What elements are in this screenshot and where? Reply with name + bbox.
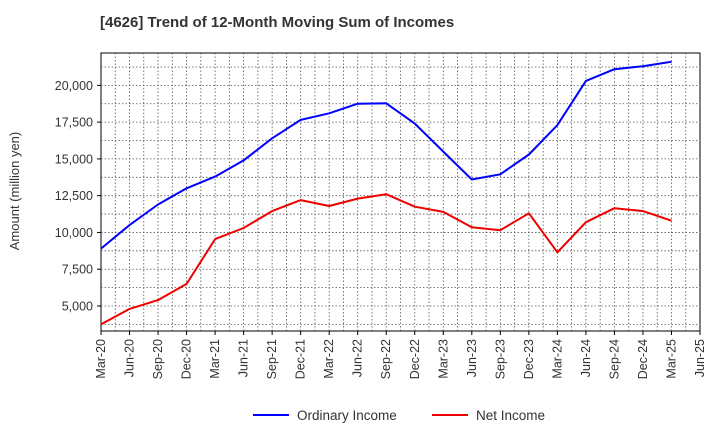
x-tick-label: Jun-22 — [351, 339, 365, 377]
grid — [101, 53, 700, 331]
legend: Ordinary Income Net Income — [253, 408, 545, 423]
x-tick-label: Sep-20 — [151, 339, 165, 379]
plot-area — [100, 52, 701, 332]
y-tick-label: 7,500 — [62, 263, 93, 277]
x-tick-label: Dec-20 — [180, 339, 194, 379]
y-axis-title: Amount (million yen) — [7, 132, 22, 251]
x-tick-label: Mar-23 — [436, 339, 450, 379]
x-tick-label: Sep-21 — [265, 339, 279, 379]
x-tick-label: Sep-23 — [493, 339, 507, 379]
x-tick-label: Dec-23 — [522, 339, 536, 379]
series-line-net-income — [100, 193, 672, 326]
x-tick-label: Sep-22 — [379, 339, 393, 379]
x-tick-label: Dec-21 — [294, 339, 308, 379]
x-tick-label: Jun-23 — [465, 339, 479, 377]
y-tick-label: 10,000 — [55, 226, 93, 240]
x-tick-label: Dec-24 — [636, 339, 650, 379]
x-tick-label: Mar-21 — [208, 339, 222, 379]
y-tick-label: 20,000 — [55, 79, 93, 93]
x-tick-label: Dec-22 — [408, 339, 422, 379]
series-group — [100, 60, 672, 326]
chart-title: [4626] Trend of 12-Month Moving Sum of I… — [100, 14, 455, 31]
x-tick-label: Sep-24 — [607, 339, 621, 379]
x-tick-label: Mar-22 — [322, 339, 336, 379]
x-tick-label: Mar-24 — [550, 339, 564, 379]
series-line-ordinary-income — [100, 60, 672, 250]
y-tick-label: 5,000 — [62, 299, 93, 313]
legend-label: Ordinary Income — [297, 408, 397, 423]
x-tick-label: Jun-24 — [579, 339, 593, 377]
y-axis: 5,000 7,500 10,000 12,500 15,000 17,500 20,000 — [55, 79, 101, 313]
x-tick-label: Jun-25 — [693, 339, 707, 377]
y-tick-label: 12,500 — [55, 189, 93, 203]
x-tick-label: Jun-21 — [237, 339, 251, 377]
x-tick-label: Mar-20 — [94, 339, 108, 379]
x-tick-label: Jun-20 — [123, 339, 137, 377]
legend-label: Net Income — [476, 408, 545, 423]
y-tick-label: 17,500 — [55, 116, 93, 130]
y-tick-label: 15,000 — [55, 152, 93, 166]
x-axis: Mar-20 Jun-20 Sep-20 Dec-20 Mar-21 Jun-21 Sep-… — [94, 331, 707, 379]
x-tick-label: Mar-25 — [664, 339, 678, 379]
